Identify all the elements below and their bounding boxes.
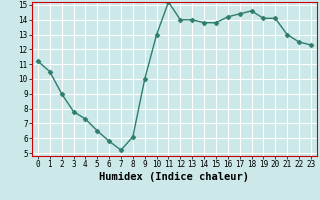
- X-axis label: Humidex (Indice chaleur): Humidex (Indice chaleur): [100, 172, 249, 182]
